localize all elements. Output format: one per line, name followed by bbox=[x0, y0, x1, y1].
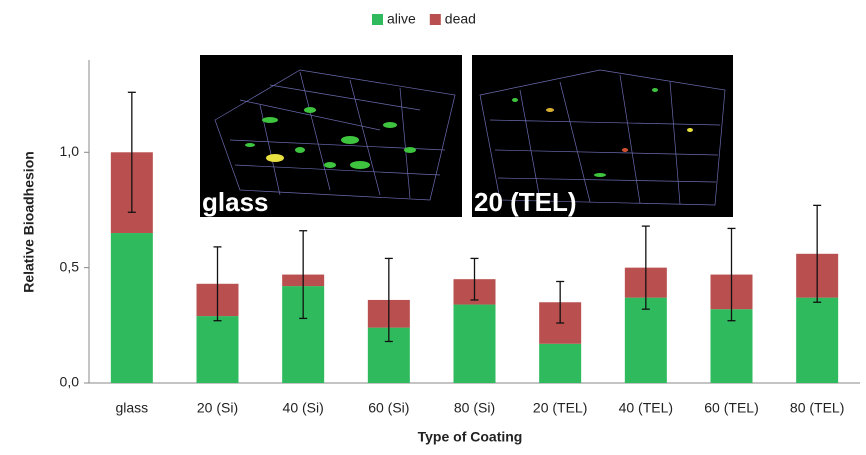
x-tick-label: 20 (TEL) bbox=[533, 400, 587, 416]
x-axis-title: Type of Coating bbox=[418, 429, 523, 445]
page: glass 20 (TEL) Type of Coating Relative … bbox=[0, 0, 866, 455]
legend-label: alive bbox=[387, 11, 416, 27]
inset-label: 20 (TEL) bbox=[474, 187, 577, 217]
chart: glass 20 (TEL) Type of Coating Relative … bbox=[0, 0, 866, 455]
y-tick-label: 1,0 bbox=[60, 143, 80, 159]
y-axis-title: Relative Bioadhesion bbox=[21, 151, 37, 293]
bar-segment bbox=[796, 298, 838, 383]
y-tick-label: 0,5 bbox=[60, 258, 80, 274]
legend-label: dead bbox=[445, 11, 476, 27]
x-tick-label: 40 (Si) bbox=[283, 400, 324, 416]
x-tick-label: 60 (TEL) bbox=[704, 400, 758, 416]
bar-segment bbox=[539, 344, 581, 383]
x-tick-label: 20 (Si) bbox=[197, 400, 238, 416]
bar-segment bbox=[197, 316, 239, 383]
inset-label: glass bbox=[202, 187, 269, 217]
x-tick-label: 60 (Si) bbox=[368, 400, 409, 416]
legend-swatch bbox=[372, 14, 383, 25]
inset-tel: 20 (TEL) bbox=[472, 55, 733, 217]
x-tick-label: 80 (TEL) bbox=[790, 400, 844, 416]
inset-glass: glass bbox=[200, 55, 462, 217]
bar-segment bbox=[625, 298, 667, 383]
x-tick-label: glass bbox=[115, 400, 148, 416]
x-tick-label: 40 (TEL) bbox=[619, 400, 673, 416]
y-tick-label: 0,0 bbox=[60, 374, 80, 390]
legend-swatch bbox=[430, 14, 441, 25]
bar-segment bbox=[454, 305, 496, 383]
bar-segment bbox=[111, 233, 153, 383]
x-tick-label: 80 (Si) bbox=[454, 400, 495, 416]
